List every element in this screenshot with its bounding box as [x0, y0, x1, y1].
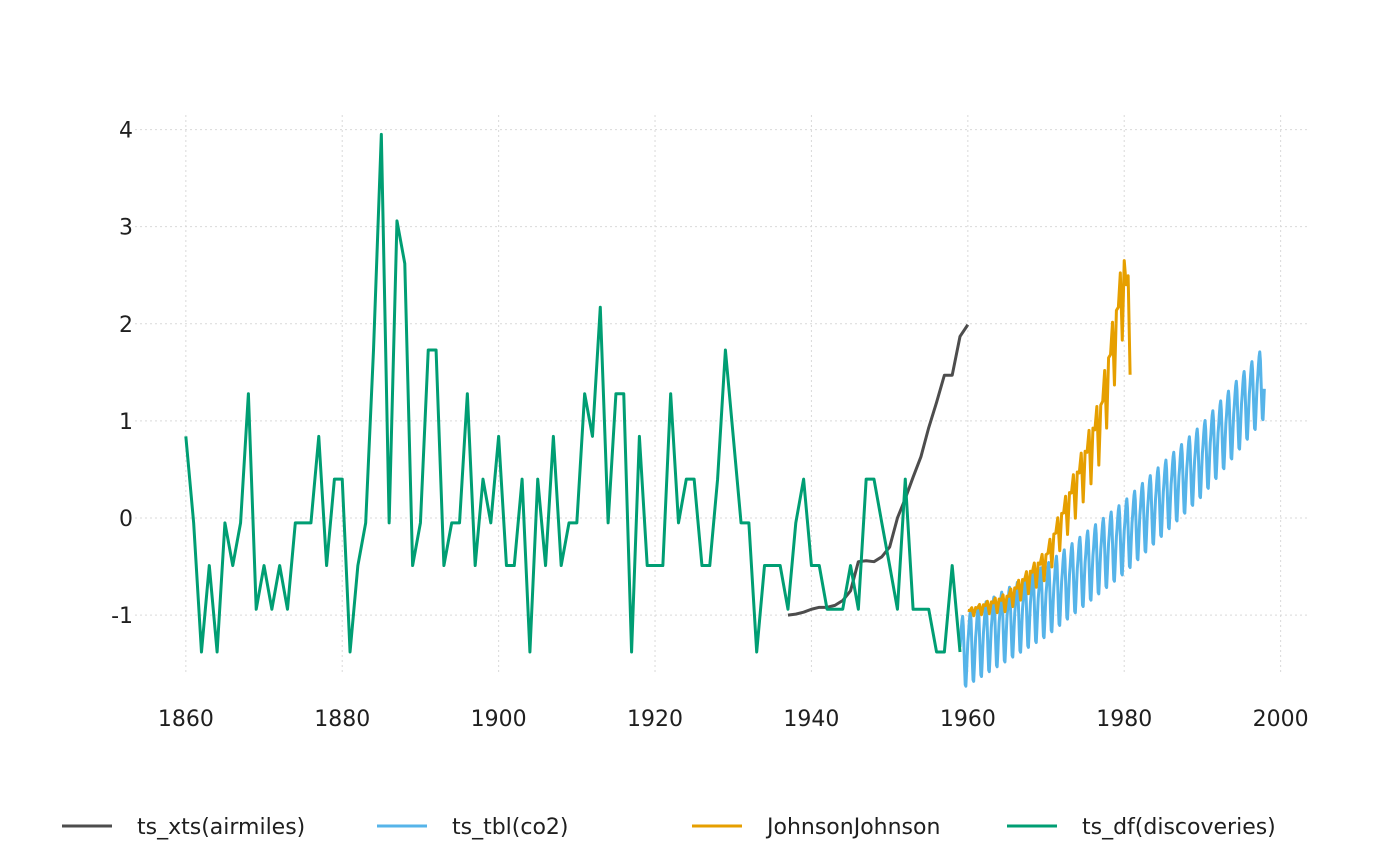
y-axis-ticks: 4 3 2 1 0 -1 — [111, 119, 133, 630]
series-line-co2 — [958, 350, 1266, 688]
x-tick-label: 1980 — [1096, 707, 1152, 732]
legend-label: ts_xts(airmiles) — [137, 815, 305, 840]
x-tick-label: 1900 — [471, 707, 527, 732]
series-line-discoveries — [184, 132, 962, 654]
series-line-johnson — [967, 259, 1132, 618]
legend-label: ts_tbl(co2) — [452, 815, 569, 840]
legend-item-discoveries: ts_df(discoveries) — [1007, 815, 1276, 840]
legend-label: JohnsonJohnson — [765, 815, 940, 840]
y-tick-label: 4 — [119, 119, 133, 144]
x-tick-label: 1960 — [940, 707, 996, 732]
x-axis-ticks: 1860 1880 1900 1920 1940 1960 1980 2000 — [158, 707, 1309, 732]
y-tick-label: 0 — [119, 507, 133, 532]
legend-item-airmiles: ts_xts(airmiles) — [62, 815, 305, 840]
legend-label: ts_df(discoveries) — [1082, 815, 1276, 840]
legend: ts_xts(airmiles) ts_tbl(co2) JohnsonJohnso… — [62, 815, 1276, 840]
x-tick-label: 1860 — [158, 707, 214, 732]
x-tick-label: 1880 — [314, 707, 370, 732]
x-tick-label: 2000 — [1253, 707, 1309, 732]
y-tick-label: -1 — [111, 604, 133, 629]
y-tick-label: 3 — [119, 216, 133, 241]
x-tick-label: 1920 — [627, 707, 683, 732]
x-tick-label: 1940 — [783, 707, 839, 732]
y-tick-label: 1 — [119, 410, 133, 435]
series-line-airmiles — [787, 323, 970, 617]
legend-item-co2: ts_tbl(co2) — [377, 815, 569, 840]
legend-item-johnson: JohnsonJohnson — [692, 815, 940, 840]
series-lines — [184, 132, 1266, 688]
y-tick-label: 2 — [119, 313, 133, 338]
